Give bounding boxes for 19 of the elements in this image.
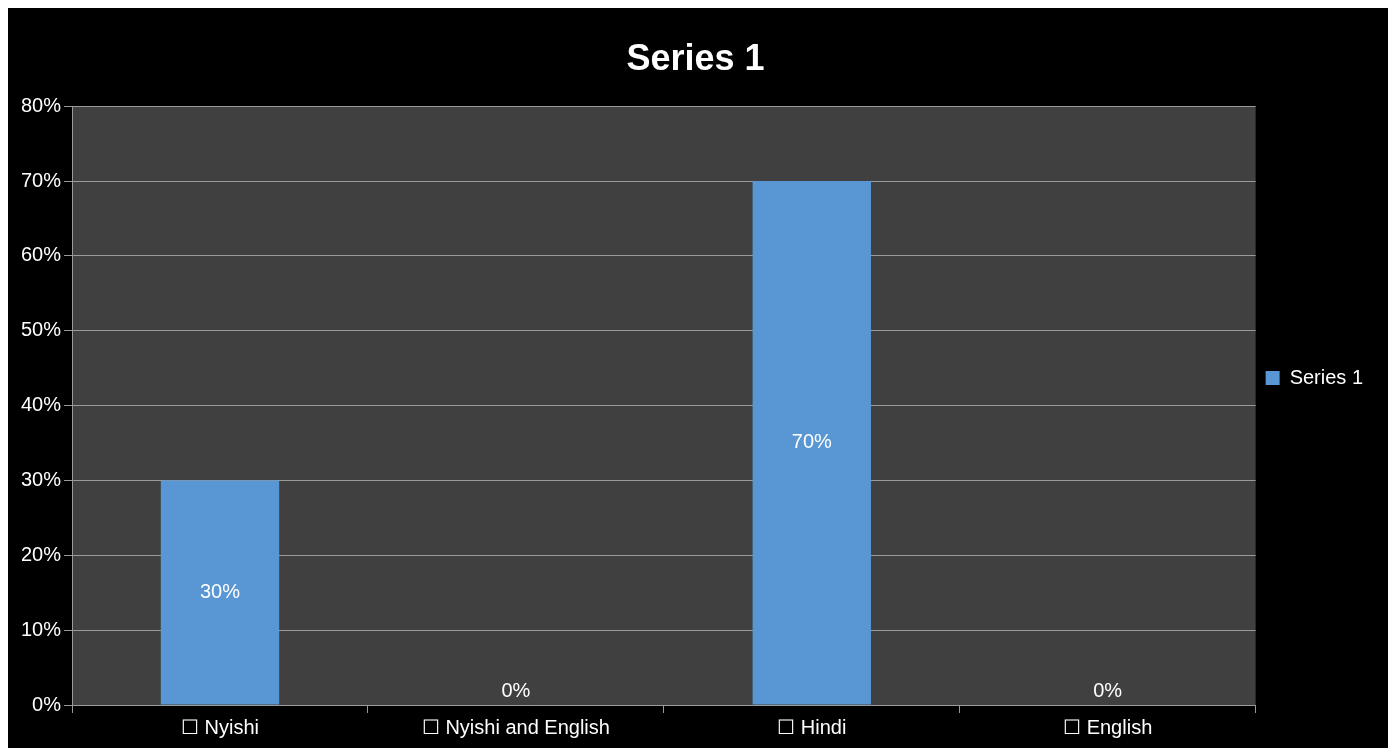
y-tick-label: 50% [21, 318, 62, 341]
data-label: 0% [1093, 678, 1123, 701]
y-tick-label: 70% [21, 168, 62, 191]
x-tick-label: ☐ Hindi [777, 715, 847, 738]
x-tick-label: ☐ Nyishi and English [421, 715, 610, 738]
y-tick-label: 60% [21, 243, 62, 266]
y-tick-label: 80% [21, 93, 62, 116]
y-tick-label: 0% [32, 692, 62, 715]
x-tick-label: ☐ Nyishi [180, 715, 259, 738]
y-tick-label: 20% [21, 542, 62, 565]
data-label: 0% [501, 678, 531, 701]
y-tick-label: 10% [21, 617, 62, 640]
y-tick-label: 40% [21, 393, 62, 416]
data-label: 70% [791, 430, 833, 453]
legend-label: Series 1 [1289, 365, 1364, 388]
x-tick-label: ☐ English [1063, 715, 1153, 738]
y-tick-label: 30% [21, 467, 62, 490]
chart-title: Series 1 [626, 36, 765, 78]
data-label: 30% [199, 579, 241, 602]
